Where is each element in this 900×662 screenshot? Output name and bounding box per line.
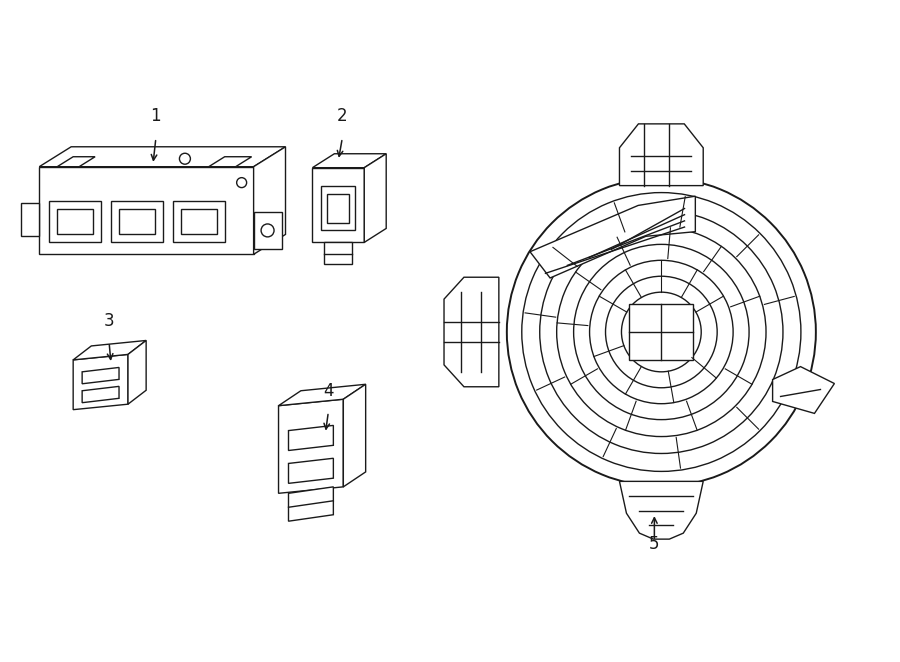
Polygon shape [328,193,349,224]
Text: 4: 4 [323,382,334,400]
Polygon shape [40,147,285,167]
Polygon shape [530,196,696,278]
Polygon shape [181,209,217,234]
Text: 5: 5 [649,535,660,553]
Polygon shape [128,340,146,404]
Polygon shape [619,481,703,539]
Polygon shape [111,201,163,242]
Polygon shape [173,201,225,242]
Polygon shape [289,458,333,483]
Polygon shape [254,213,282,250]
Polygon shape [73,340,146,360]
Polygon shape [312,167,364,242]
Text: 2: 2 [337,107,347,125]
Polygon shape [289,487,333,521]
Text: 1: 1 [150,107,161,125]
Polygon shape [254,147,285,254]
Polygon shape [321,185,356,230]
Polygon shape [364,154,386,242]
Polygon shape [82,387,119,402]
Polygon shape [40,167,254,254]
Polygon shape [278,399,343,493]
Polygon shape [58,157,95,167]
Polygon shape [343,384,365,487]
Polygon shape [444,277,499,387]
Polygon shape [289,426,333,451]
Polygon shape [119,209,155,234]
Polygon shape [312,154,386,167]
Polygon shape [82,367,119,384]
Text: 3: 3 [104,312,114,330]
Polygon shape [22,203,40,236]
Polygon shape [73,354,128,410]
Polygon shape [50,201,101,242]
Polygon shape [209,157,252,167]
Polygon shape [629,304,693,360]
Polygon shape [324,242,352,264]
Polygon shape [278,384,365,406]
Polygon shape [619,124,703,185]
Polygon shape [772,367,834,413]
Polygon shape [58,209,93,234]
